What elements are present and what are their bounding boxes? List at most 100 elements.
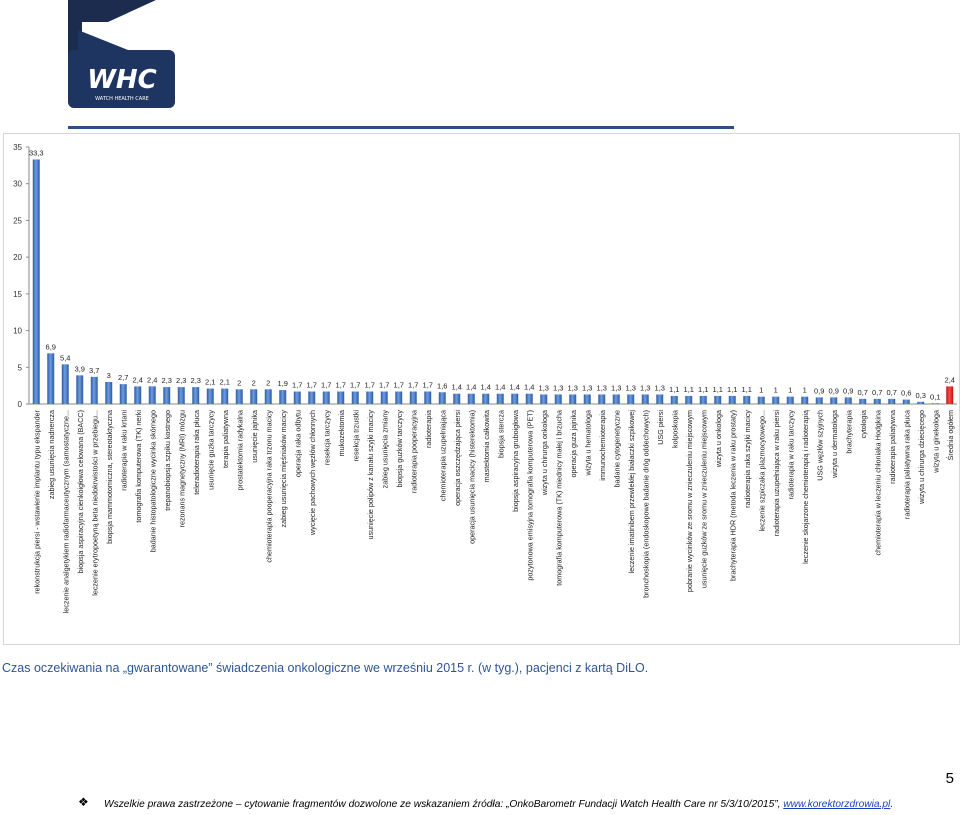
bar (511, 393, 519, 404)
chart-caption: Czas oczekiwania na „gwarantowane” świad… (2, 661, 649, 675)
category-label: badanie cytogenetyczne (612, 410, 621, 488)
category-label: biopsja aspiracyjna gruboigłowa (511, 410, 520, 512)
category-label: leczenie skojarzone chemioterapią i radi… (801, 410, 810, 564)
data-label: 2,4 (147, 375, 157, 384)
footer-text: Wszelkie prawa zastrzeżone – cytowanie f… (104, 799, 784, 810)
bar (815, 397, 823, 404)
category-label: rekonstrukcja piersi - wstawienie implan… (32, 409, 41, 593)
bar (888, 398, 896, 404)
footer-copyright: Wszelkie prawa zastrzeżone – cytowanie f… (104, 799, 893, 810)
bar (395, 391, 403, 404)
bar (235, 389, 243, 404)
y-tick-label: 5 (18, 363, 23, 372)
data-label: 1,3 (568, 383, 578, 392)
data-label: 1,3 (597, 383, 607, 392)
bar (612, 394, 620, 404)
category-label: bronchoskopia (endoskopowe badanie dróg … (641, 410, 650, 598)
data-label: 1,3 (553, 383, 563, 392)
y-tick-label: 10 (13, 327, 22, 336)
data-label: 1,3 (640, 383, 650, 392)
category-label: usunięcie guzka tarczycy (206, 410, 215, 490)
data-label: 0,7 (887, 388, 897, 397)
category-label: zabieg usunięcia mięśniaków macicy (279, 410, 288, 528)
data-label: 1,3 (539, 383, 549, 392)
data-label: 1,7 (394, 381, 404, 390)
data-label: 1,1 (713, 385, 723, 394)
bar (76, 375, 84, 404)
footer-link[interactable]: www.korektorzdrowia.pl (783, 799, 891, 810)
data-label: 1,1 (669, 385, 679, 394)
y-tick-label: 0 (18, 400, 23, 409)
bar (931, 403, 939, 404)
category-label: resekcja tarczycy (322, 410, 331, 466)
category-label: operacja usunięcia macicy (histerektomia… (467, 410, 476, 544)
bar (641, 394, 649, 404)
category-label: chemioterapia w leczeniu chłoniaka Hodgk… (873, 410, 882, 555)
data-label: 1,1 (698, 385, 708, 394)
y-tick-label: 35 (13, 143, 22, 152)
category-label: brachyterapia HDR (metoda leczenia w rak… (728, 410, 737, 581)
category-label: operacja guza jajnika (569, 410, 578, 478)
data-label: 1 (774, 386, 778, 395)
y-tick-label: 20 (13, 253, 22, 262)
data-label: 2,1 (220, 378, 230, 387)
category-label: badanie histopatologiczne wycinka skórne… (148, 410, 157, 552)
bar (134, 386, 142, 404)
data-label: 1,4 (495, 383, 505, 392)
data-label: 2 (266, 378, 270, 387)
chart-frame: 0 5 10 15 20 25 30 35 33,3 rekonstrukcja piersi -… (3, 133, 960, 645)
header-rule (68, 126, 734, 129)
data-label: 1,7 (408, 381, 418, 390)
data-label: 6,9 (46, 342, 56, 351)
category-label: chemioterapia pooperacyjna raka trzonu m… (264, 410, 273, 563)
data-label: 3 (107, 371, 111, 380)
bar (351, 391, 359, 404)
bar (47, 353, 55, 404)
bar (163, 387, 171, 404)
category-label: wizyta u chirurga dziecięcego (917, 410, 926, 505)
category-label: USG węzłów szyjnych (815, 410, 824, 481)
data-label: 2,3 (162, 376, 172, 385)
data-label: 1,7 (379, 381, 389, 390)
data-label: 0,9 (829, 386, 839, 395)
bar (859, 398, 867, 404)
category-label: mastektomia całkowita (482, 410, 491, 482)
data-label: 2,3 (176, 376, 186, 385)
bar (844, 397, 852, 404)
bar (902, 399, 910, 404)
data-label: 1,7 (321, 381, 331, 390)
bar (685, 395, 693, 404)
bar (786, 396, 794, 404)
bar (192, 387, 200, 404)
bar (177, 387, 185, 404)
data-label: 5,4 (60, 353, 70, 362)
category-label: wizyta u ginekologa (931, 410, 940, 474)
bar (772, 396, 780, 404)
bar (453, 393, 461, 404)
bar (714, 395, 722, 404)
data-label: 1,4 (481, 383, 491, 392)
data-label: 2,4 (133, 375, 143, 384)
bar (873, 398, 881, 404)
bar (830, 397, 838, 404)
y-tick-label: 30 (13, 180, 22, 189)
bar (206, 388, 214, 404)
category-label: biopsja guzków tarczycy (395, 410, 404, 488)
category-label: chemioterapia uzupełniająca (438, 410, 447, 501)
bar (728, 395, 736, 404)
bar (467, 393, 475, 404)
data-label: 1,1 (742, 385, 752, 394)
category-label: zabieg usunięcia nadnercza (47, 410, 56, 499)
data-label: 1,7 (365, 381, 375, 390)
bar (699, 395, 707, 404)
data-label: 1,7 (307, 381, 317, 390)
bar (438, 392, 446, 404)
category-label: radioterapia paliatywna (888, 410, 897, 484)
category-label: operacja oszczędzająca piersi (453, 410, 462, 506)
category-label: pobranie wycinków ze sromu w znieczuleni… (685, 410, 694, 592)
category-label: mukozektomia (337, 410, 346, 456)
data-label: 1,4 (466, 383, 476, 392)
category-label: tomografia komputerowa (TK) miednicy mał… (554, 410, 563, 586)
bar (90, 376, 98, 404)
data-label: 1,4 (510, 383, 520, 392)
